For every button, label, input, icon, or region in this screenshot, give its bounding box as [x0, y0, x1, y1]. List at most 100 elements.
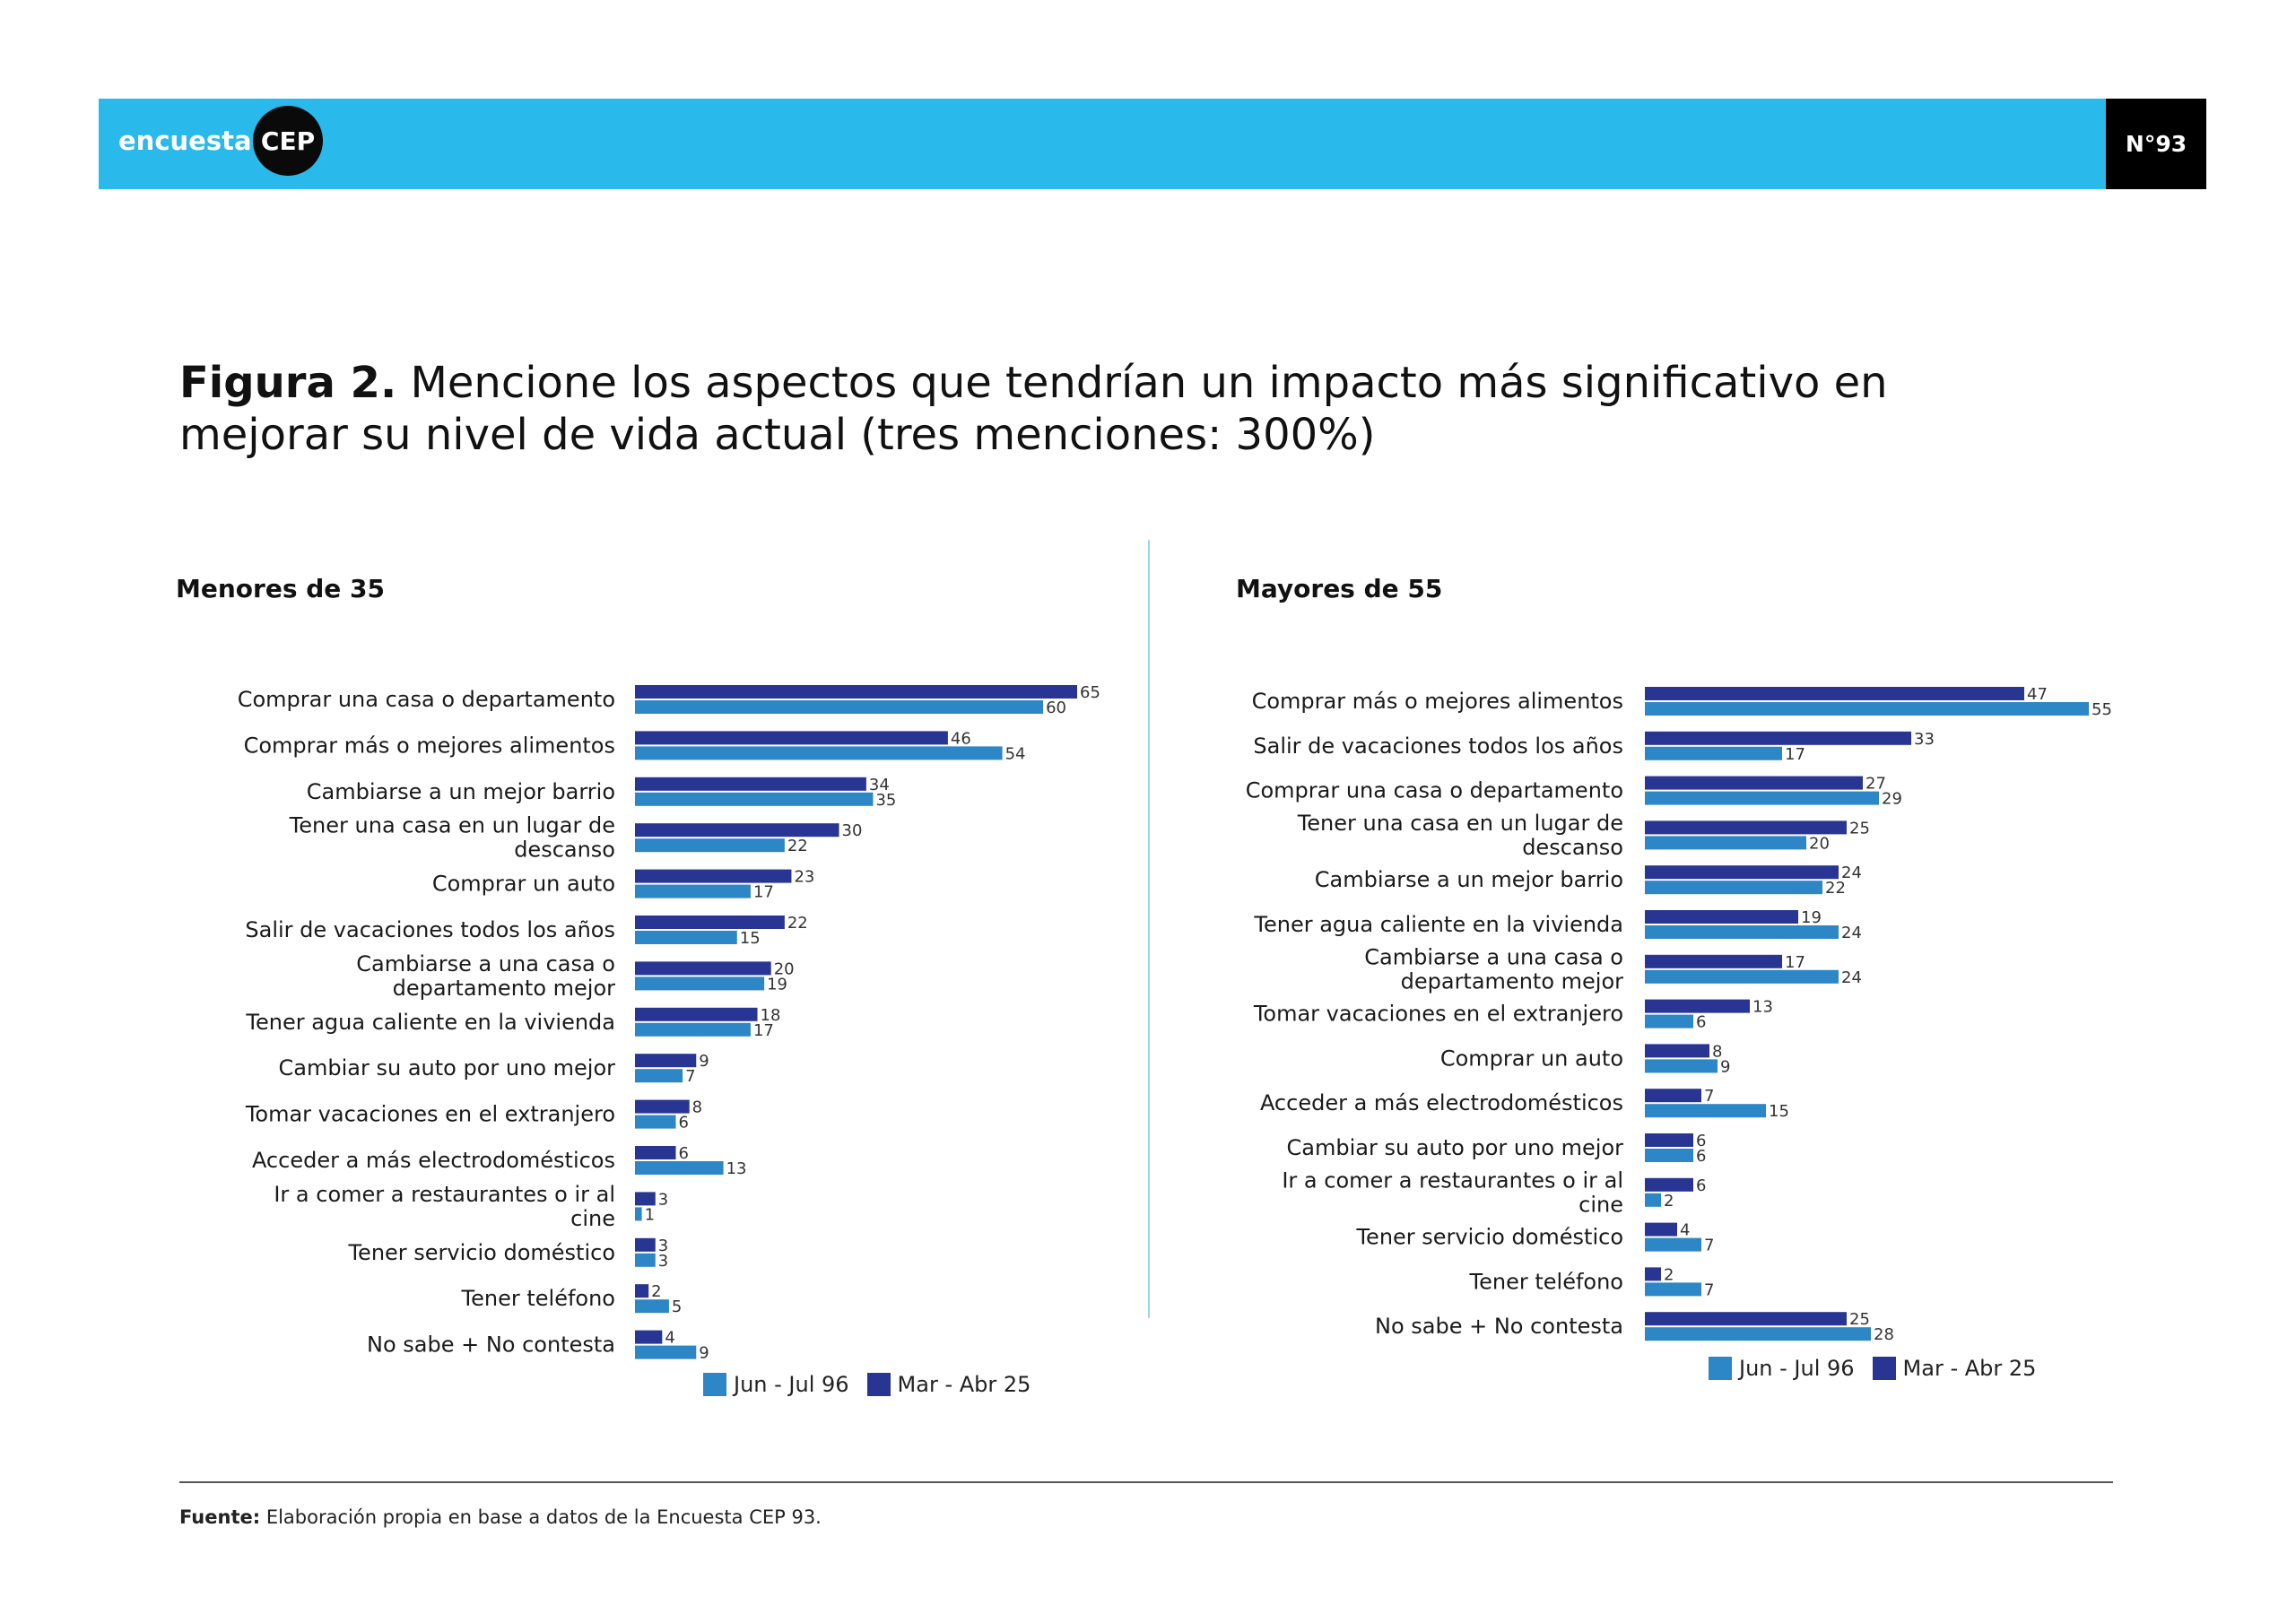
data-label: 13: [1752, 998, 1773, 1017]
bar-mar-abr-25: [1645, 776, 1863, 790]
bar-mar-abr-25: [635, 1007, 758, 1021]
data-label: 6: [679, 1114, 689, 1133]
data-label: 27: [1866, 775, 1886, 794]
data-label: 7: [1704, 1087, 1714, 1106]
bar-jun-jul-96: [1645, 969, 1839, 984]
bar-mar-abr-25: [635, 1192, 656, 1206]
bar-jun-jul-96: [635, 700, 1044, 714]
category-label: Tener teléfono: [461, 1286, 615, 1311]
bar-jun-jul-96: [635, 976, 765, 991]
category-label: No sabe + No contesta: [1375, 1314, 1623, 1339]
bar-jun-jul-96: [1645, 1149, 1693, 1162]
category-label: Ir a comer a restaurantes o ir al cine: [1282, 1167, 1623, 1217]
data-label: 4: [1680, 1221, 1690, 1240]
bar-jun-jul-96: [1645, 1014, 1693, 1028]
category-label: No sabe + No contesta: [367, 1332, 615, 1358]
bar-mar-abr-25: [635, 1330, 663, 1344]
category-label: Cambiarse a una casa o departamento mejor: [1364, 944, 1623, 994]
bar-jun-jul-96: [1645, 1104, 1766, 1118]
bar-jun-jul-96: [1645, 1327, 1871, 1341]
bar-mar-abr-25: [635, 961, 771, 976]
data-label: 17: [753, 883, 774, 902]
figure-question: Mencione los aspectos que tendrían un im…: [179, 358, 1888, 460]
data-label: 7: [1704, 1280, 1714, 1299]
panel-title-menores-35: Menores de 35: [176, 574, 385, 603]
data-label: 20: [1809, 834, 1830, 853]
data-label: 2: [1664, 1265, 1674, 1284]
data-label: 6: [1696, 1013, 1706, 1032]
chart-menores-35: Menores de 35 Comprar una casa o departa…: [176, 574, 1126, 1417]
data-label: 13: [726, 1159, 747, 1178]
data-label: 8: [692, 1098, 702, 1117]
data-label: 6: [1696, 1147, 1706, 1166]
bar-jun-jul-96: [1645, 925, 1839, 939]
data-label: 17: [1785, 745, 1805, 764]
figure-title: Figura 2. Mencione los aspectos que tend…: [179, 357, 2045, 461]
bar-chart-mayores-55: Comprar más o mejores alimentos 4755Salir…: [1246, 685, 2112, 1344]
data-label: 22: [787, 914, 808, 933]
bar-jun-jul-96: [635, 1022, 751, 1037]
category-label: Cambiarse a un mejor barrio: [1315, 867, 1623, 892]
data-label: 9: [699, 1052, 709, 1071]
data-label: 6: [679, 1144, 689, 1163]
issue-number: N°93: [2106, 99, 2206, 189]
data-label: 6: [1696, 1176, 1706, 1195]
category-label: Comprar un auto: [432, 872, 615, 897]
data-label: 6: [1696, 1132, 1706, 1150]
data-label: 25: [1849, 819, 1870, 838]
bar-mar-abr-25: [1645, 1133, 1693, 1147]
legend-mayores-55: Jun - Jul 96 Mar - Abr 25: [1709, 1356, 2047, 1381]
bar-jun-jul-96: [1645, 746, 1782, 760]
data-label: 20: [774, 959, 795, 978]
panel-title-mayores-55: Mayores de 55: [1236, 574, 1443, 603]
header-band: encuesta CEP N°93: [99, 99, 2206, 189]
bar-mar-abr-25: [1645, 731, 1911, 745]
data-label: 22: [1825, 879, 1846, 898]
bar-jun-jul-96: [635, 1115, 676, 1129]
category-label: Tener servicio doméstico: [1355, 1225, 1623, 1250]
bar-mar-abr-25: [1645, 1089, 1701, 1103]
bar-jun-jul-96: [1645, 1193, 1661, 1207]
data-label: 46: [951, 729, 971, 748]
bar-jun-jul-96: [1645, 836, 1806, 850]
category-label: Comprar un auto: [1440, 1046, 1623, 1071]
category-label: Tener servicio doméstico: [347, 1240, 615, 1265]
bar-jun-jul-96: [635, 838, 785, 853]
bar-jun-jul-96: [1645, 1237, 1701, 1252]
bar-chart-menores-35: Comprar una casa o departamento 6560Compr…: [238, 683, 1100, 1363]
legend-item-mar25: Mar - Abr 25: [866, 1372, 1031, 1397]
legend-item-mar25: Mar - Abr 25: [1872, 1356, 2037, 1381]
category-label: Comprar más o mejores alimentos: [244, 733, 615, 758]
data-label: 5: [672, 1298, 682, 1316]
bar-jun-jul-96: [1645, 1282, 1701, 1297]
bar-jun-jul-96: [1645, 702, 2089, 716]
data-label: 30: [842, 821, 863, 840]
data-label: 15: [740, 929, 761, 948]
bar-jun-jul-96: [635, 746, 1003, 760]
bar-mar-abr-25: [635, 823, 839, 838]
data-label: 3: [658, 1252, 668, 1271]
bar-mar-abr-25: [635, 1146, 676, 1159]
legend-label-mar25: Mar - Abr 25: [1902, 1356, 2037, 1381]
bar-mar-abr-25: [1645, 820, 1847, 835]
data-label: 54: [1005, 744, 1026, 763]
data-label: 28: [1874, 1325, 1894, 1344]
data-label: 24: [1841, 864, 1862, 882]
data-label: 24: [1841, 968, 1862, 987]
bar-mar-abr-25: [635, 731, 948, 745]
data-label: 9: [1720, 1057, 1730, 1076]
bar-mar-abr-25: [1645, 687, 2024, 700]
footer-label: Fuente:: [179, 1506, 261, 1528]
category-label: Tener agua caliente en la vivienda: [245, 1010, 615, 1035]
bar-jun-jul-96: [635, 1345, 697, 1359]
bar-jun-jul-96: [635, 884, 751, 898]
bar-mar-abr-25: [1645, 1312, 1847, 1326]
data-label: 22: [787, 837, 808, 855]
bar-mar-abr-25: [635, 1237, 656, 1252]
bar-mar-abr-25: [635, 1054, 697, 1068]
bar-jun-jul-96: [1645, 791, 1879, 805]
legend-swatch-jun96: [1709, 1357, 1732, 1380]
data-label: 17: [1785, 953, 1805, 972]
data-label: 25: [1849, 1310, 1870, 1329]
bar-mar-abr-25: [1645, 1267, 1661, 1281]
